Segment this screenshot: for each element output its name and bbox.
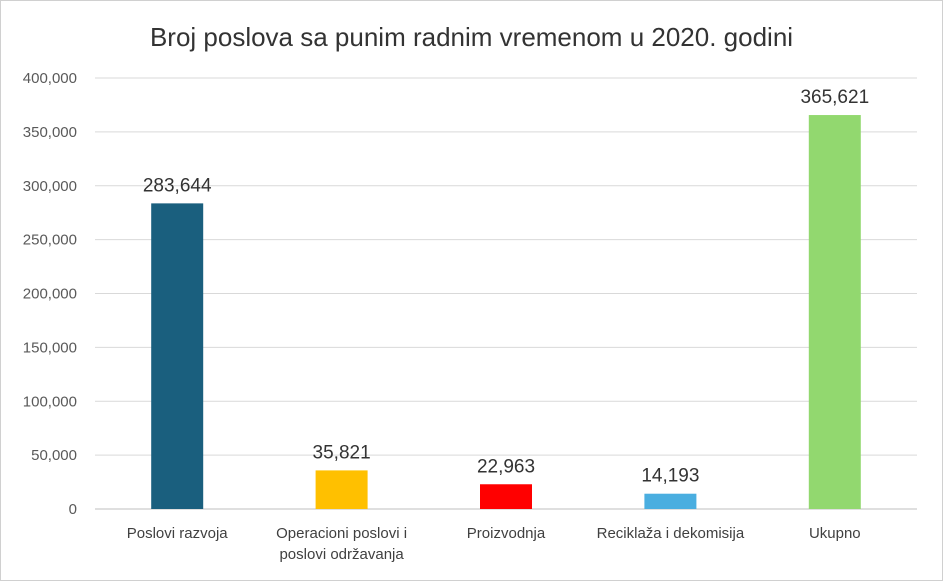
x-tick-label: Reciklaža i dekomisija — [597, 525, 745, 542]
bar — [808, 115, 861, 510]
data-label: 14,193 — [641, 466, 699, 487]
y-tick-label: 150,000 — [23, 339, 77, 356]
data-label: 365,621 — [800, 87, 869, 108]
y-tick-label: 0 — [69, 501, 77, 518]
data-label: 283,644 — [143, 175, 212, 196]
y-tick-label: 100,000 — [23, 393, 77, 410]
bar — [315, 470, 368, 509]
bar — [644, 493, 697, 509]
chart-title: Broj poslova sa punim radnim vremenom u … — [149, 22, 794, 52]
x-tick-label: Poslovi razvoja — [127, 525, 229, 542]
bar — [151, 203, 204, 509]
x-tick-label: poslovi održavanja — [279, 546, 404, 563]
y-tick-label: 50,000 — [31, 447, 77, 464]
y-tick-label: 200,000 — [23, 286, 77, 303]
y-tick-label: 350,000 — [23, 124, 77, 141]
data-label: 35,821 — [313, 442, 371, 463]
y-tick-label: 400,000 — [23, 70, 77, 87]
bar — [480, 484, 532, 509]
x-tick-label: Proizvodnja — [467, 525, 546, 542]
y-tick-label: 300,000 — [23, 178, 77, 195]
y-tick-label: 250,000 — [23, 232, 77, 249]
data-label: 22,963 — [477, 456, 535, 477]
x-tick-label: Ukupno — [809, 525, 861, 542]
x-tick-label: Operacioni poslovi i — [276, 525, 407, 542]
